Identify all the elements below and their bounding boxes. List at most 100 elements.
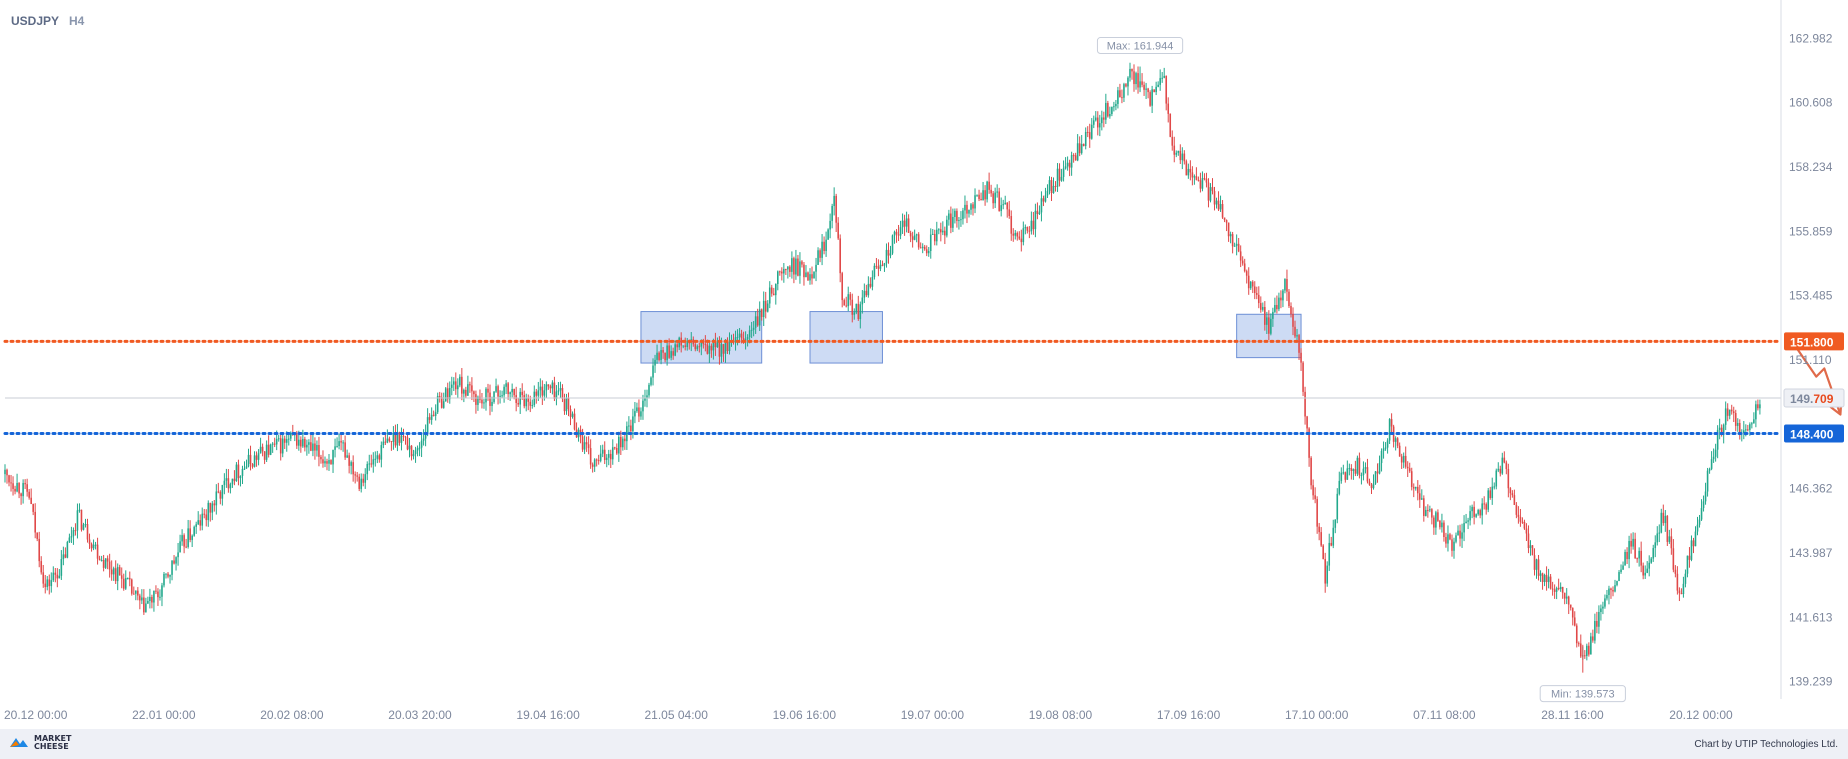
candle-body [811,274,813,279]
candle-body [1169,113,1172,137]
candle-body [1022,228,1025,243]
candle-body [1600,608,1602,613]
candle-body [686,342,689,347]
candle-body [171,560,173,575]
candle-body [241,469,244,476]
candle-body [370,463,373,465]
candle-body [1738,423,1741,435]
candle-body [187,528,189,547]
candle-body [1245,271,1248,276]
candle-body [12,483,14,489]
candle-body [215,491,218,506]
candle-body [1543,574,1546,583]
candle-body [279,438,282,454]
candle-body [1249,281,1252,289]
candle-body [432,414,435,416]
time-tick: 28.11 16:00 [1541,708,1604,722]
candle-body [982,190,984,201]
candle-body [314,443,316,451]
candle-body [869,283,872,287]
candle-body [799,261,801,276]
candle-body [531,404,534,406]
candle-body [644,397,646,401]
candle-body [388,438,391,441]
candle-body [1459,530,1461,539]
candle-body [438,395,441,398]
candle-body [821,241,823,258]
candle-body [1555,588,1558,592]
candle-body [1310,457,1312,486]
candle-body [1151,89,1153,106]
candle-body [1712,456,1715,460]
candle-body [1280,297,1282,301]
candle-body [507,383,509,395]
candle-body [1185,161,1188,176]
candle-body [26,484,28,492]
candle-body [181,535,183,542]
candle-body [895,231,898,235]
candle-body [1340,472,1343,481]
candle-body [1137,73,1139,88]
candle-body [1195,176,1198,180]
current-price-main: 149. [1790,392,1813,406]
candle-body [82,524,85,530]
candle-body [1129,68,1131,78]
candle-body [1223,217,1226,221]
candle-body [1491,486,1494,498]
candle-body [1634,538,1636,559]
candle-body [1503,457,1506,463]
price-axis[interactable]: 162.982 160.608 158.234 155.859 153.485 151.1… [1783,31,1845,689]
candle-body [1586,645,1588,657]
candle-body [1648,562,1651,569]
candle-body [177,552,179,558]
candle-body [797,258,799,276]
candle-body [1205,178,1208,183]
candle-body [1573,617,1576,626]
candle-body [1268,317,1270,334]
candle-body [426,417,429,434]
candle-body [110,569,113,575]
candle-body [68,537,71,543]
candle-body [1342,472,1345,474]
candle-body [342,442,344,444]
candle-body [32,504,34,512]
candle-body [523,395,526,407]
candle-body [1096,117,1099,128]
time-axis[interactable]: 20.12 00:00 22.01 00:00 20.02 08:00 20.03 2… [4,708,1733,722]
candle-body [6,469,8,476]
marketcheese-logo[interactable]: MARKET CHEESE [8,735,71,751]
candle-body [1300,352,1302,363]
candle-body [1604,598,1606,607]
candle-body [446,388,449,400]
candle-body [1105,102,1107,120]
candle-body [283,438,286,443]
candle-body [708,345,711,354]
min-label-text: Min: 139.573 [1551,689,1615,701]
candle-body [764,300,767,312]
candle-body [179,541,181,553]
candle-body [1644,572,1646,576]
candle-body [237,464,240,479]
candle-body [917,234,920,248]
candle-body [565,398,568,412]
candle-body [638,407,640,417]
candle-body [1026,227,1029,231]
candle-body [847,294,850,307]
candle-body [209,502,212,513]
candle-body [450,384,453,388]
candle-body [793,258,795,275]
candle-body [970,204,972,210]
candle-body [1545,574,1548,583]
candle-body [1471,506,1473,512]
candle-body [1260,303,1262,310]
candle-body [38,538,41,562]
candle-body [630,425,632,432]
candle-body [259,446,262,454]
candle-body [974,195,976,209]
candle-body [64,554,67,558]
candle-body [28,491,30,498]
candle-body [1040,198,1043,213]
candle-body [942,230,944,233]
chart-background [0,0,1848,729]
